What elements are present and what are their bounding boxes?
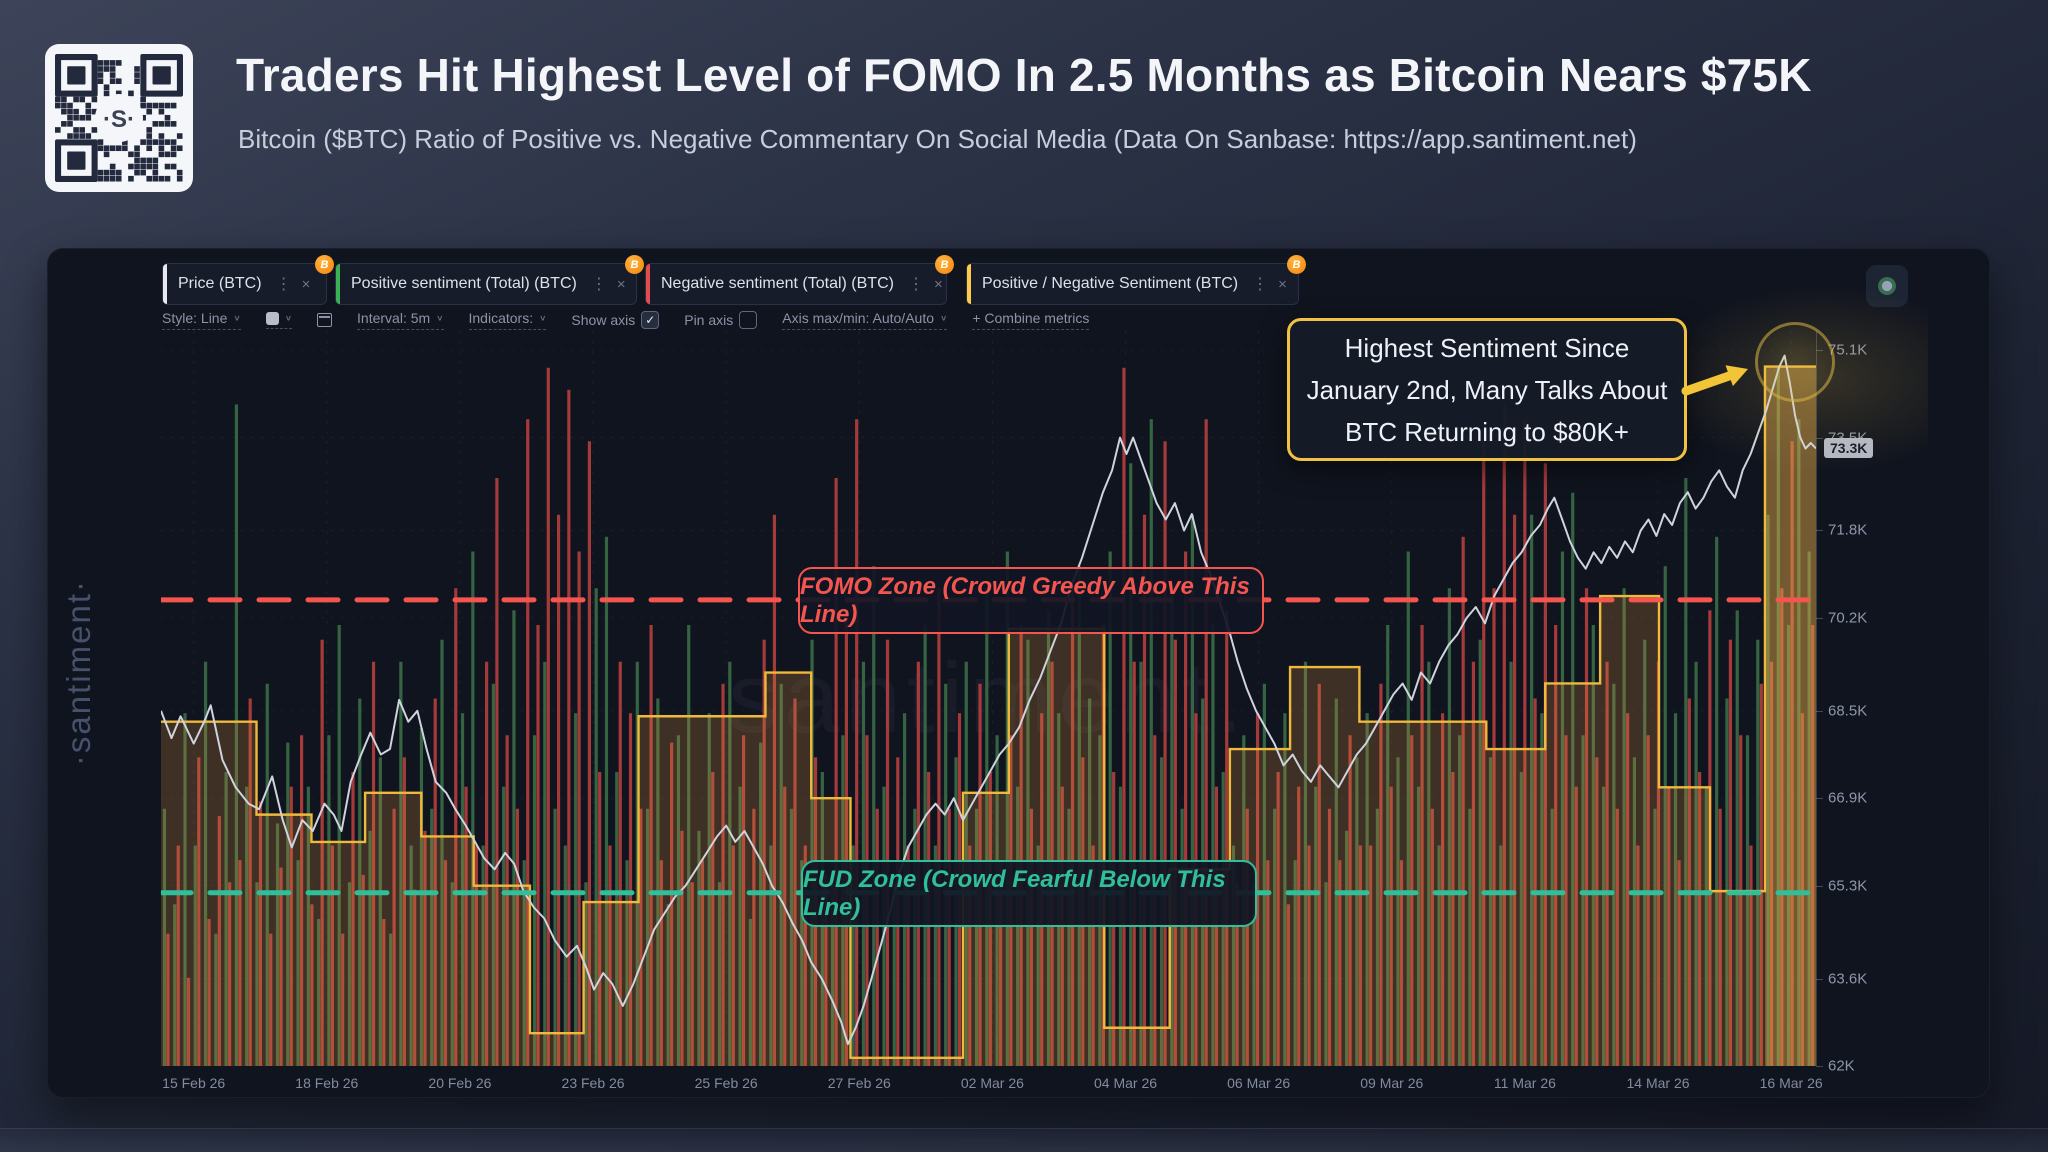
qr-code-image: ·S· <box>55 54 183 182</box>
y-axis-label: 66.9K <box>1828 789 1868 807</box>
tab-negative-sentiment[interactable]: Negative sentiment (Total) (BTC) ⋮ × B <box>645 255 954 305</box>
close-icon[interactable]: × <box>616 275 626 293</box>
fomo-zone-label: FOMO Zone (Crowd Greedy Above This Line) <box>798 567 1264 634</box>
x-axis-label: 20 Feb 26 <box>428 1075 492 1091</box>
indicators-dropdown[interactable]: Indicators: ∨ <box>468 310 547 330</box>
x-axis-label: 27 Feb 26 <box>827 1075 891 1091</box>
kebab-menu-icon[interactable]: ⋮ <box>590 276 607 293</box>
tab-accent-price <box>163 264 167 304</box>
chevron-down-icon: ∨ <box>940 313 948 323</box>
y-axis-tick <box>1816 617 1823 619</box>
live-indicator-button[interactable] <box>1866 265 1908 307</box>
annotation-line: Highest Sentiment Since <box>1344 332 1630 363</box>
y-axis-label: 63.6K <box>1828 970 1868 988</box>
x-axis-label: 14 Mar 26 <box>1626 1075 1690 1091</box>
tab-label: Negative sentiment (Total) (BTC) <box>661 275 894 292</box>
bitcoin-badge-icon: B <box>315 255 334 274</box>
tab-label: Positive / Negative Sentiment (BTC) <box>982 275 1239 292</box>
tab-accent-positive <box>336 264 340 304</box>
calendar-button[interactable] <box>317 313 333 327</box>
close-icon[interactable]: × <box>933 275 943 293</box>
x-axis-label: 16 Mar 26 <box>1759 1075 1823 1091</box>
annotation-line: January 2nd, Many Talks About <box>1306 374 1668 405</box>
y-axis-tick <box>1816 978 1823 980</box>
kebab-menu-icon[interactable]: ⋮ <box>275 276 292 293</box>
annotation-line: BTC Returning to $80K+ <box>1345 416 1629 447</box>
combine-metrics-button[interactable]: + Combine metrics <box>972 310 1090 330</box>
live-dot-icon <box>1878 277 1896 295</box>
y-axis-label: 62K <box>1828 1057 1855 1075</box>
y-axis-tick <box>1816 530 1823 532</box>
close-icon[interactable]: × <box>1278 275 1287 293</box>
chevron-down-icon: ∨ <box>233 313 241 323</box>
show-axis-toggle[interactable]: Show axis ✓ <box>571 311 660 329</box>
y-axis[interactable] <box>1816 331 1817 1066</box>
peak-highlight-circle <box>1755 322 1835 402</box>
chart-toolbar: Style: Line ∨ ∨ Interval: 5m ∨ Indicators:… <box>162 307 1090 333</box>
y-axis-label: 65.3K <box>1828 877 1868 895</box>
svg-text:·S·: ·S· <box>103 106 135 133</box>
x-axis-label: 23 Feb 26 <box>561 1075 625 1091</box>
y-axis-tick <box>1816 437 1823 439</box>
chevron-down-icon: ∨ <box>436 313 444 323</box>
tab-label: Positive sentiment (Total) (BTC) <box>351 275 577 292</box>
x-axis-label: 02 Mar 26 <box>960 1075 1024 1091</box>
chevron-down-icon: ∨ <box>284 313 293 323</box>
x-axis-label: 11 Mar 26 <box>1493 1075 1556 1091</box>
tab-accent-negative <box>646 264 650 304</box>
axis-maxmin-dropdown[interactable]: Axis max/min: Auto/Auto ∨ <box>782 310 948 330</box>
sentiment-price-chart[interactable] <box>161 331 1816 1066</box>
color-swatch-dropdown[interactable]: ∨ <box>265 311 293 329</box>
bitcoin-badge-icon: B <box>935 255 954 274</box>
santiment-qr-code: ·S· <box>45 44 193 192</box>
color-swatch-icon <box>265 311 279 325</box>
x-axis-label: 25 Feb 26 <box>694 1075 758 1091</box>
tab-label: Price (BTC) <box>178 275 262 292</box>
x-axis-label: 15 Feb 26 <box>162 1075 226 1091</box>
page-subtitle: Bitcoin ($BTC) Ratio of Positive vs. Neg… <box>238 124 1637 154</box>
pin-axis-toggle[interactable]: Pin axis <box>684 311 758 329</box>
show-axis-checkbox[interactable]: ✓ <box>641 311 660 329</box>
current-price-badge: 73.3K <box>1824 438 1874 459</box>
footer-strip <box>0 1128 2048 1152</box>
bitcoin-badge-icon: B <box>1287 255 1306 274</box>
tab-pos-neg-ratio[interactable]: Positive / Negative Sentiment (BTC) ⋮ × … <box>966 255 1306 305</box>
y-axis-label: 68.5K <box>1828 702 1868 720</box>
annotation-callout: Highest Sentiment Since January 2nd, Man… <box>1287 318 1687 461</box>
y-axis-label: 70.2K <box>1828 609 1868 627</box>
tab-positive-sentiment[interactable]: Positive sentiment (Total) (BTC) ⋮ × B <box>335 255 644 305</box>
tab-accent-ratio <box>967 264 971 304</box>
y-axis-label: 75.1K <box>1828 341 1868 359</box>
kebab-menu-icon[interactable]: ⋮ <box>1252 276 1269 293</box>
x-axis-label: 18 Feb 26 <box>295 1075 359 1091</box>
fud-zone-label: FUD Zone (Crowd Fearful Below This Line) <box>801 860 1257 927</box>
y-axis-tick <box>1816 1066 1823 1067</box>
x-axis-label: 04 Mar 26 <box>1094 1075 1158 1091</box>
chevron-down-icon: ∨ <box>539 313 547 323</box>
calendar-icon <box>317 313 333 327</box>
santiment-watermark-side: ·santiment· <box>60 579 97 767</box>
kebab-menu-icon[interactable]: ⋮ <box>907 276 924 293</box>
x-axis-label: 09 Mar 26 <box>1360 1075 1424 1091</box>
interval-dropdown[interactable]: Interval: 5m ∨ <box>357 310 444 330</box>
page-title: Traders Hit Highest Level of FOMO In 2.5… <box>236 49 1812 101</box>
chart-plot-area[interactable] <box>161 331 1816 1066</box>
x-axis-label: 06 Mar 26 <box>1227 1075 1291 1091</box>
style-dropdown[interactable]: Style: Line ∨ <box>162 310 241 330</box>
y-axis-tick <box>1816 710 1823 712</box>
bitcoin-badge-icon: B <box>625 255 644 274</box>
pin-axis-checkbox[interactable] <box>739 311 758 329</box>
y-axis-label: 71.8K <box>1828 521 1868 539</box>
chart-panel: Price (BTC) ⋮ × B Positive sentiment (To… <box>47 248 1990 1098</box>
close-icon[interactable]: × <box>301 275 311 293</box>
y-axis-tick <box>1816 798 1823 800</box>
y-axis-tick <box>1816 885 1823 887</box>
tab-price-btc[interactable]: Price (BTC) ⋮ × B <box>162 255 334 305</box>
